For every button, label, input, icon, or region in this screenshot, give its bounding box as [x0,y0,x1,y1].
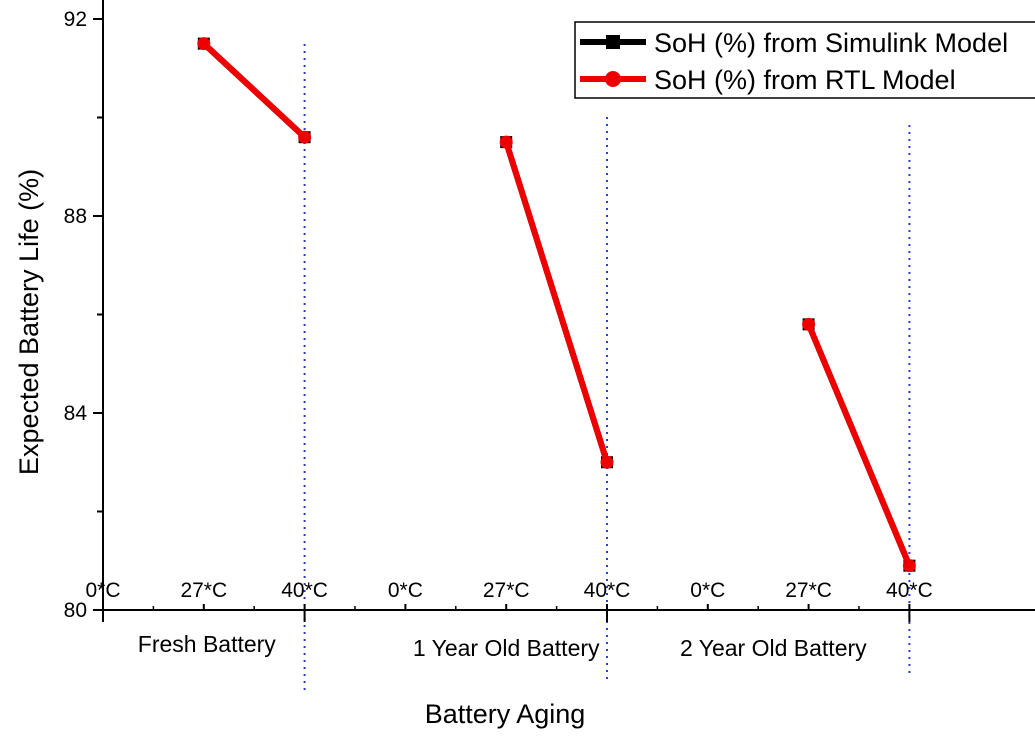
legend-marker-simulink [606,35,620,49]
x-tick-label: 40*C [886,579,933,602]
y-tick-label: 92 [64,8,87,31]
data-point [600,455,614,469]
series-rtl [197,37,916,573]
group-label: Fresh Battery [138,631,277,657]
axes [102,0,1035,611]
x-tick-label: 40*C [281,579,328,602]
data-point [802,317,816,331]
legend-marker-rtl [605,71,621,87]
y-tick-label: 80 [64,599,87,622]
data-point [902,559,916,573]
y-tick-label: 88 [64,205,87,228]
group-divider-lines [303,44,911,692]
legend-label-simulink: SoH (%) from Simulink Model [654,28,1008,58]
x-tick-label: 27*C [483,579,530,602]
legend-box [574,21,1035,99]
data-point [499,135,513,149]
legend-label-rtl: SoH (%) from RTL Model [654,65,956,95]
data-point [197,37,211,51]
x-tick-label: 27*C [180,579,227,602]
x-tick-label: 0*C [690,579,725,602]
x-tick-label: 0*C [388,579,423,602]
data-point [298,130,312,144]
y-ticks: 80 84 88 92 [64,8,103,622]
series-line [805,323,913,567]
x-ticks: 0*C 27*C 40*C 0*C 27*C 40*C 0*C 27*C 40*C Fresh B… [85,579,932,661]
series-group [197,37,916,573]
y-tick-label: 84 [64,402,88,425]
group-label: 2 Year Old Battery [680,635,867,661]
series-line [503,141,610,464]
series-line [201,41,307,140]
x-axis-title: Battery Aging [425,699,586,729]
y-axis-title: Expected Battery Life (%) [14,169,44,475]
x-tick-label: 27*C [785,579,832,602]
x-tick-label: 0*C [85,579,120,602]
group-label: 1 Year Old Battery [413,635,600,661]
x-tick-label: 40*C [584,579,631,602]
legend: SoH (%) from Simulink Model SoH (%) from… [574,21,1035,99]
